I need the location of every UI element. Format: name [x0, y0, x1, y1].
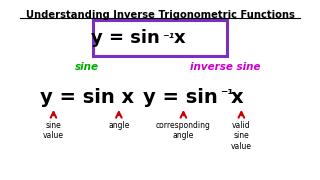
Text: Understanding Inverse Trigonometric Functions: Understanding Inverse Trigonometric Func…: [26, 10, 294, 20]
Text: inverse sine: inverse sine: [190, 62, 261, 72]
FancyBboxPatch shape: [93, 20, 227, 56]
Text: y = sin: y = sin: [143, 88, 218, 107]
Text: corresponding
angle: corresponding angle: [156, 121, 211, 140]
Text: sine
value: sine value: [43, 121, 64, 140]
Text: y = sin: y = sin: [91, 29, 160, 47]
Text: valid
sine
value: valid sine value: [231, 121, 252, 151]
Text: x: x: [231, 88, 244, 107]
Text: x: x: [174, 29, 186, 47]
Text: ⁻¹: ⁻¹: [162, 31, 174, 44]
Text: ⁻¹: ⁻¹: [220, 88, 233, 102]
Text: y = sin x: y = sin x: [40, 88, 134, 107]
Text: sine: sine: [75, 62, 99, 72]
Text: angle: angle: [108, 121, 130, 130]
